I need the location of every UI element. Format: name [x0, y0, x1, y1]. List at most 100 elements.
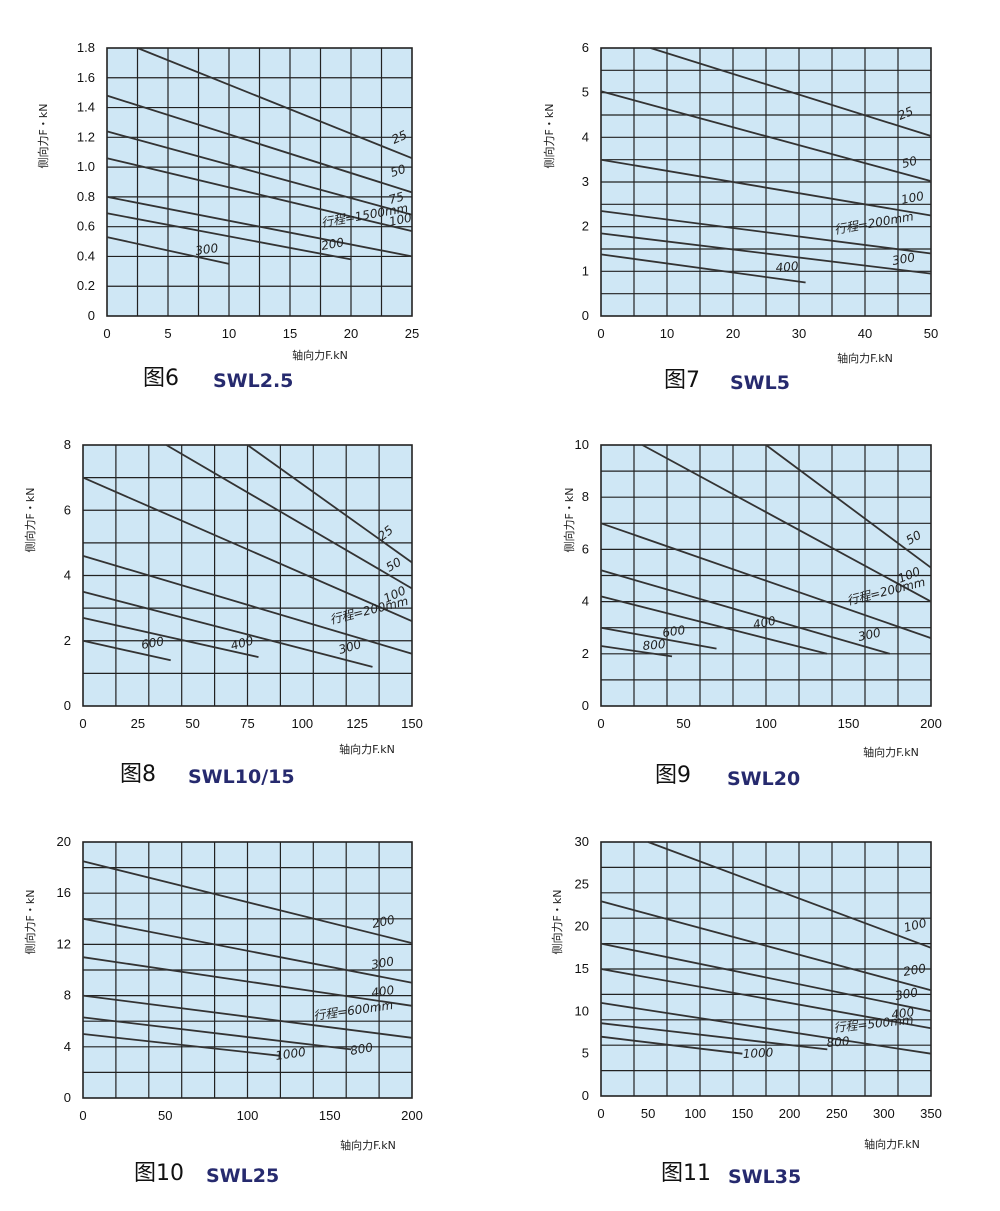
- y-tick-label: 0.8: [77, 189, 95, 204]
- series-line: [82, 860, 413, 944]
- series-line: [106, 236, 230, 265]
- y-tick-label: 0.2: [77, 278, 95, 293]
- series-label: 600: [140, 634, 165, 652]
- series-label: 600: [661, 623, 686, 640]
- y-tick-label: 20: [575, 919, 589, 934]
- series-line: [600, 210, 932, 255]
- y-tick-label: 10: [575, 1003, 589, 1018]
- x-tick-label: 100: [291, 716, 313, 731]
- x-tick-label: 25: [405, 326, 419, 341]
- series-label: 200: [320, 235, 345, 253]
- y-axis-label: 侧向力F・kN: [542, 104, 556, 169]
- plot-frame: [106, 47, 413, 317]
- x-tick-label: 0: [597, 326, 604, 341]
- model-name: SWL10/15: [188, 766, 295, 788]
- x-tick-label: 200: [920, 716, 942, 731]
- y-axis-label: 侧向力F・kN: [23, 890, 37, 955]
- series-label: 50: [904, 528, 925, 548]
- x-tick-label: 50: [185, 716, 199, 731]
- y-tick-label: 0: [582, 698, 589, 713]
- series-label: 25: [390, 128, 410, 147]
- y-tick-label: 1.8: [77, 40, 95, 55]
- series-line: [82, 994, 413, 1039]
- y-tick-label: 5: [582, 85, 589, 100]
- x-tick-label: 250: [826, 1106, 848, 1121]
- series-line: [600, 522, 932, 639]
- series-label: 100: [388, 210, 414, 229]
- x-tick-label: 150: [838, 716, 860, 731]
- y-tick-label: 6: [582, 40, 589, 55]
- x-tick-label: 15: [283, 326, 297, 341]
- y-tick-label: 0: [64, 1090, 71, 1105]
- y-tick-label: 8: [582, 489, 589, 504]
- series-line: [246, 444, 413, 564]
- y-tick-label: 4: [582, 594, 589, 609]
- series-label: 400: [752, 613, 778, 632]
- series-label: 300: [857, 625, 883, 644]
- y-tick-label: 4: [582, 129, 589, 144]
- x-tick-label: 50: [676, 716, 690, 731]
- y-tick-label: 0: [88, 308, 95, 323]
- series-label: 400: [775, 259, 799, 275]
- x-tick-label: 25: [131, 716, 145, 731]
- series-line: [600, 569, 891, 655]
- series-label: 25: [896, 104, 915, 123]
- y-tick-label: 4: [64, 1039, 71, 1054]
- x-tick-label: 75: [240, 716, 254, 731]
- y-tick-label: 15: [575, 961, 589, 976]
- series-line: [82, 555, 413, 655]
- x-tick-label: 0: [103, 326, 110, 341]
- figure-number: 图6: [143, 366, 179, 391]
- y-tick-label: 3: [582, 174, 589, 189]
- y-tick-label: 0: [582, 1088, 589, 1103]
- y-tick-label: 25: [575, 876, 589, 891]
- series-label: 800: [642, 637, 666, 653]
- series-line: [106, 94, 413, 194]
- x-tick-label: 50: [158, 1108, 172, 1123]
- x-axis-label: 轴向力F.kN: [864, 1137, 920, 1151]
- series-label: 300: [891, 250, 916, 268]
- series-label: 800: [349, 1040, 374, 1058]
- y-tick-label: 6: [582, 541, 589, 556]
- figure-number: 图8: [120, 762, 156, 787]
- x-tick-label: 5: [164, 326, 171, 341]
- x-tick-label: 200: [401, 1108, 423, 1123]
- y-tick-label: 1.6: [77, 70, 95, 85]
- series-label: 300: [894, 985, 919, 1003]
- y-tick-label: 0: [582, 308, 589, 323]
- series-line: [650, 47, 932, 137]
- figure-number: 图10: [134, 1161, 184, 1186]
- series-label: 1000: [742, 1045, 774, 1061]
- figure-number: 图7: [664, 368, 700, 393]
- series-label: 300: [337, 637, 363, 657]
- y-tick-label: 1.4: [77, 100, 95, 115]
- series-line: [106, 157, 413, 232]
- x-tick-label: 20: [344, 326, 358, 341]
- y-tick-label: 0.4: [77, 248, 95, 263]
- series-line: [765, 444, 932, 569]
- series-label: 300: [370, 954, 395, 972]
- series-line: [106, 212, 352, 261]
- plot-frame: [82, 841, 413, 1099]
- y-tick-label: 0: [64, 698, 71, 713]
- series-label: 800: [826, 1034, 850, 1050]
- series-line: [82, 917, 413, 984]
- figure-number: 图11: [661, 1161, 711, 1186]
- series-line: [600, 595, 828, 655]
- series-line: [137, 47, 413, 160]
- series-line: [600, 968, 932, 1030]
- y-tick-label: 0.6: [77, 219, 95, 234]
- y-tick-label: 1: [582, 263, 589, 278]
- series-line: [641, 444, 932, 603]
- x-tick-label: 150: [732, 1106, 754, 1121]
- x-tick-label: 125: [346, 716, 368, 731]
- series-line: [106, 196, 413, 258]
- x-tick-label: 200: [779, 1106, 801, 1121]
- y-tick-label: 5: [582, 1046, 589, 1061]
- series-line: [600, 626, 717, 650]
- y-tick-label: 10: [575, 437, 589, 452]
